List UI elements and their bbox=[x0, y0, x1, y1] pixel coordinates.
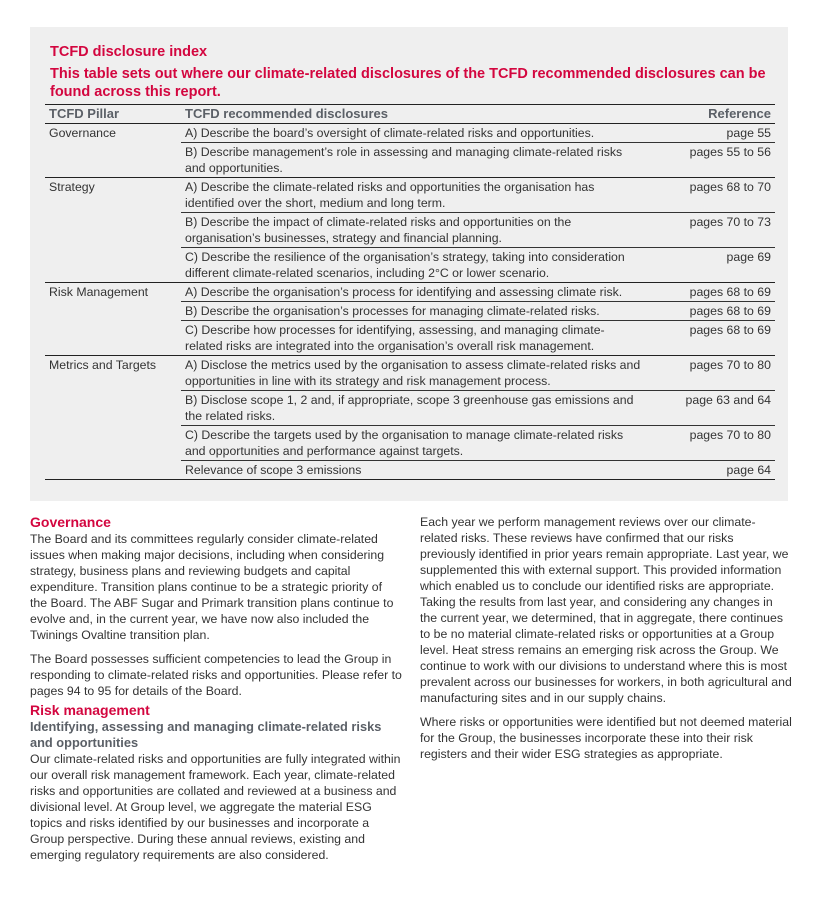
header-pillar: TCFD Pillar bbox=[45, 104, 181, 124]
pillar-cell bbox=[45, 248, 181, 283]
disclosure-cell: C) Describe the resilience of the organi… bbox=[181, 247, 645, 283]
risk-subheading: Identifying, assessing and managing clim… bbox=[30, 719, 382, 750]
table-row: Strategy A) Describe the climate-related … bbox=[45, 177, 775, 213]
reference-cell: pages 70 to 73 bbox=[645, 212, 775, 248]
disclosure-cell: A) Describe the organisation’s process f… bbox=[181, 282, 645, 302]
table-row: C) Describe how processes for identifyin… bbox=[45, 320, 775, 356]
right-paragraph-1: Each year we perform management reviews … bbox=[420, 515, 792, 705]
index-title: TCFD disclosure index bbox=[50, 44, 208, 60]
disclosure-cell: C) Describe how processes for identifyin… bbox=[181, 320, 645, 356]
reference-cell: page 55 bbox=[726, 126, 771, 140]
governance-heading: Governance bbox=[30, 514, 111, 530]
table-row: Governance A) Describe the board’s oversi… bbox=[45, 124, 775, 143]
risk-paragraph-1: Our climate-related risks and opportunit… bbox=[30, 752, 401, 862]
table-row: C) Describe the targets used by the orga… bbox=[45, 425, 775, 461]
reference-cell: page 63 and 64 bbox=[645, 390, 775, 426]
table-row: Metrics and Targets A) Disclose the metri… bbox=[45, 355, 775, 391]
index-subtitle: This table sets out where our climate-re… bbox=[50, 66, 766, 100]
reference-cell: pages 70 to 80 bbox=[645, 425, 775, 461]
pillar-cell: Metrics and Targets bbox=[45, 355, 181, 391]
table-row: C) Describe the resilience of the organi… bbox=[45, 247, 775, 283]
pillar-cell bbox=[45, 302, 181, 321]
pillar-cell bbox=[45, 460, 181, 480]
pillar-cell: Strategy bbox=[45, 177, 181, 213]
reference-cell: page 69 bbox=[645, 247, 775, 283]
reference-cell: page 64 bbox=[645, 460, 775, 480]
pillar-cell: Risk Management bbox=[45, 282, 181, 302]
table-row: Relevance of scope 3 emissions page 64 bbox=[45, 460, 775, 480]
left-column: Governance The Board and its committees … bbox=[30, 513, 402, 871]
disclosure-cell: B) Disclose scope 1, 2 and, if appropria… bbox=[181, 390, 645, 426]
risk-management-heading: Risk management bbox=[30, 702, 150, 718]
disclosure-cell: B) Describe the impact of climate-relate… bbox=[181, 212, 645, 248]
table-row: B) Describe the organisation’s processes… bbox=[45, 301, 775, 321]
disclosure-table: TCFD Pillar TCFD recommended disclosures… bbox=[45, 104, 775, 480]
table-row: B) Describe management’s role in assessi… bbox=[45, 142, 775, 178]
disclosure-cell: A) Describe the climate-related risks an… bbox=[181, 177, 645, 213]
reference-cell: pages 68 to 69 bbox=[645, 301, 775, 321]
disclosure-cell: B) Describe the organisation’s processes… bbox=[181, 301, 645, 321]
pillar-cell bbox=[45, 391, 181, 426]
governance-paragraph-1: The Board and its committees regularly c… bbox=[30, 532, 394, 642]
reference-cell: pages 55 to 56 bbox=[645, 142, 775, 178]
pillar-cell: Governance bbox=[49, 126, 116, 140]
reference-cell: pages 68 to 70 bbox=[645, 177, 775, 213]
pillar-cell bbox=[45, 426, 181, 461]
disclosure-cell: Relevance of scope 3 emissions bbox=[181, 460, 645, 480]
governance-paragraph-2: The Board possesses sufficient competenc… bbox=[30, 652, 402, 698]
reference-cell: pages 70 to 80 bbox=[645, 355, 775, 391]
table-row: Risk Management A) Describe the organisat… bbox=[45, 282, 775, 302]
table-row: B) Describe the impact of climate-relate… bbox=[45, 212, 775, 248]
disclosure-cell: C) Describe the targets used by the orga… bbox=[181, 425, 645, 461]
disclosure-cell: A) Disclose the metrics used by the orga… bbox=[181, 355, 645, 391]
disclosure-cell: A) Describe the board’s oversight of cli… bbox=[185, 126, 595, 140]
pillar-cell bbox=[45, 143, 181, 178]
right-column: Each year we perform management reviews … bbox=[420, 514, 792, 770]
reference-cell: pages 68 to 69 bbox=[645, 282, 775, 302]
header-reference: Reference bbox=[645, 104, 775, 124]
table-row: B) Disclose scope 1, 2 and, if appropria… bbox=[45, 390, 775, 426]
header-disclosure: TCFD recommended disclosures bbox=[181, 104, 645, 124]
pillar-cell bbox=[45, 213, 181, 248]
right-paragraph-2: Where risks or opportunities were identi… bbox=[420, 715, 792, 761]
reference-cell: pages 68 to 69 bbox=[645, 320, 775, 356]
table-header: TCFD Pillar TCFD recommended disclosures… bbox=[45, 104, 775, 124]
disclosure-cell: B) Describe management’s role in assessi… bbox=[181, 142, 645, 178]
pillar-cell bbox=[45, 321, 181, 356]
